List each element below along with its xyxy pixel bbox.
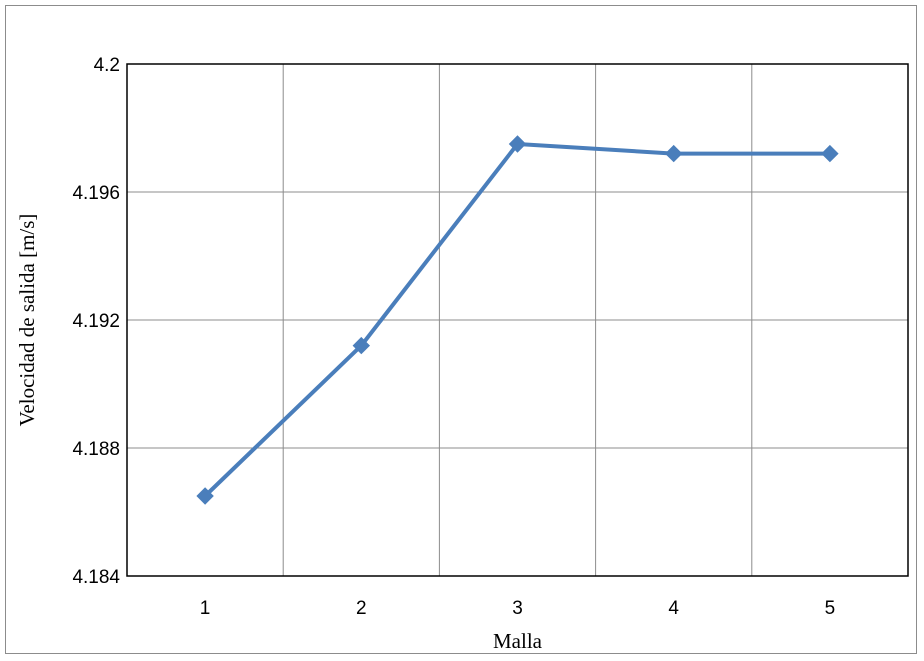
series-layer [196, 135, 839, 505]
x-tick-label: 2 [356, 598, 367, 619]
y-axis-title: Velocidad de salida [m/s] [15, 214, 39, 427]
y-tick-label: 4.188 [72, 439, 120, 460]
data-point-marker [821, 144, 839, 163]
y-tick-label: 4.2 [94, 55, 120, 76]
x-axis-title: Malla [493, 629, 543, 653]
y-tick-label: 4.196 [72, 183, 120, 204]
data-point-marker [352, 336, 371, 355]
x-tick-label: 5 [825, 598, 836, 619]
x-tick-label: 4 [668, 598, 679, 619]
plot-area [126, 63, 909, 577]
chart-frame [5, 5, 917, 654]
x-tick-labels: 1 2 3 4 5 [200, 598, 835, 619]
x-tick-label: 3 [512, 598, 523, 619]
x-tick-label: 1 [200, 598, 211, 619]
y-tick-label: 4.184 [72, 567, 120, 588]
y-tick-label: 4.192 [72, 311, 120, 332]
data-point-marker [196, 487, 214, 505]
data-point-marker [508, 135, 527, 153]
data-point-marker [664, 144, 683, 163]
y-tick-labels: 4.184 4.188 4.192 4.196 4.2 [72, 55, 120, 588]
